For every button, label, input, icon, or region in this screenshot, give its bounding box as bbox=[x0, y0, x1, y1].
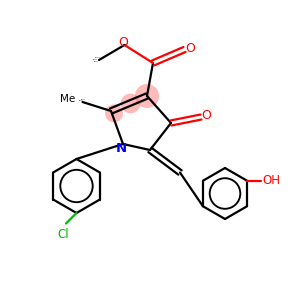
Text: methoxy: methoxy bbox=[94, 57, 101, 59]
Text: O: O bbox=[185, 41, 195, 55]
Text: methyl: methyl bbox=[81, 98, 86, 100]
Text: methyl: methyl bbox=[92, 59, 97, 60]
Text: Me: Me bbox=[60, 94, 75, 104]
Circle shape bbox=[105, 104, 123, 122]
Text: methyl: methyl bbox=[94, 60, 98, 62]
Text: N: N bbox=[116, 142, 127, 155]
Circle shape bbox=[121, 94, 140, 113]
Text: OH: OH bbox=[263, 174, 281, 187]
Text: Cl: Cl bbox=[57, 228, 69, 241]
Text: O: O bbox=[202, 109, 211, 122]
Circle shape bbox=[135, 84, 159, 108]
Text: methyl: methyl bbox=[79, 99, 84, 101]
Text: O: O bbox=[118, 35, 128, 49]
